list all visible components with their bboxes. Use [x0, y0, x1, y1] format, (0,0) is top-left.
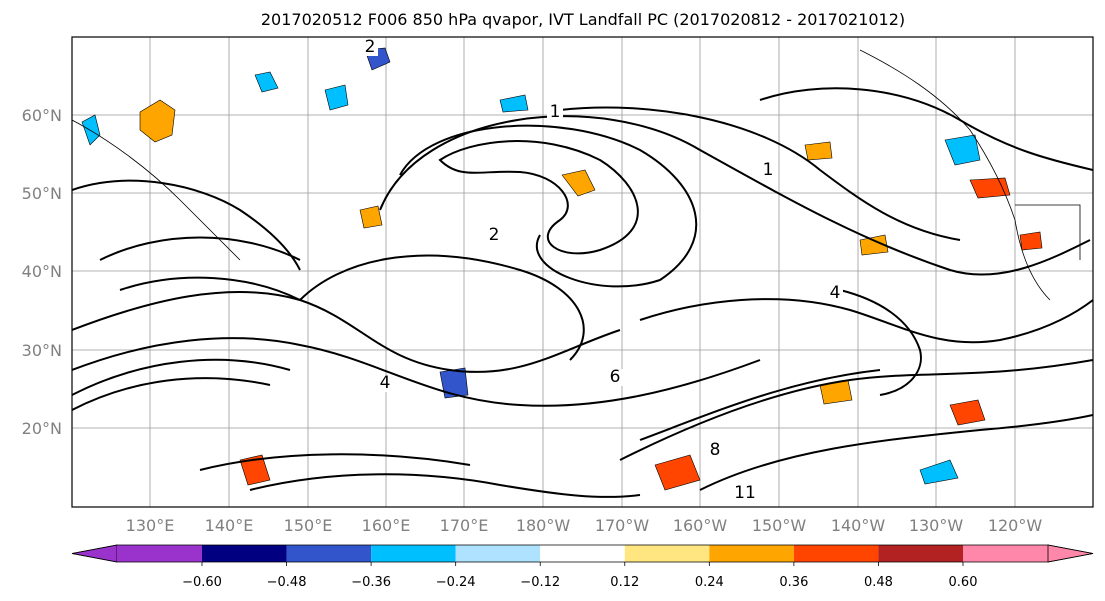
- colorbar: −0.60 −0.48 −0.36 −0.24 −0.12 0.12 0.24 0.36 0.4…: [71, 544, 1094, 590]
- colorbar-tick-label: 0.48: [864, 575, 893, 590]
- contour-label-bg: [760, 162, 776, 179]
- lat-label: 50°N: [22, 184, 62, 203]
- lon-label: 150°E: [284, 516, 333, 535]
- colorbar-tick-label: −0.36: [351, 575, 391, 590]
- contour-label-bg: [547, 104, 563, 121]
- lon-label: 140°W: [831, 516, 886, 535]
- contour-lines: [72, 87, 1093, 498]
- lon-label: 170°W: [595, 516, 650, 535]
- contour-label: 2: [489, 225, 500, 245]
- lon-label: 160°W: [673, 516, 728, 535]
- lon-label: 140°E: [205, 516, 254, 535]
- colorbar-cell: [793, 545, 879, 562]
- colorbar-cell: [540, 545, 625, 562]
- colorbar-cell: [963, 545, 1048, 562]
- colorbar-extend-high: [1047, 544, 1094, 563]
- contour-label-bg: [707, 442, 723, 459]
- lon-label: 180°W: [516, 516, 571, 535]
- colorbar-cell: [455, 545, 541, 562]
- colorbar-cell: [371, 545, 456, 562]
- lon-label: 130°E: [126, 516, 175, 535]
- anomaly-shading: [81, 47, 1043, 491]
- colorbar-tick-label: −0.60: [182, 575, 222, 590]
- contour-label: 1: [550, 102, 561, 122]
- lat-label: 30°N: [22, 341, 62, 360]
- contour-label: 11: [734, 483, 756, 503]
- contour-label-bg: [737, 485, 753, 502]
- colorbar-outline: [71, 544, 1094, 563]
- contour-label: 2: [365, 37, 376, 57]
- map-frame: [71, 36, 1094, 508]
- colorbar-tick-label: 0.12: [610, 575, 639, 590]
- contour-label: 1: [763, 160, 774, 180]
- longitude-labels: 130°E 140°E 150°E 160°E 170°E 180°W 170°W 160°W…: [126, 516, 1043, 535]
- contour-label: 4: [830, 283, 841, 303]
- colorbar-tick-label: −0.12: [520, 575, 560, 590]
- contour-label: 4: [380, 373, 391, 393]
- colorbar-cell: [709, 545, 794, 562]
- lon-label: 170°E: [440, 516, 489, 535]
- colorbar-extend-low: [71, 544, 118, 563]
- lon-label: 130°W: [909, 516, 964, 535]
- lat-label: 20°N: [22, 419, 62, 438]
- colorbar-tick-label: −0.48: [267, 575, 307, 590]
- latitude-labels: 60°N 50°N 40°N 30°N 20°N: [22, 106, 62, 438]
- lon-label: 120°W: [988, 516, 1043, 535]
- colorbar-cell: [624, 545, 710, 562]
- contour-label: 6: [610, 367, 621, 387]
- contour-label-bg: [377, 375, 393, 392]
- contour-label-bg: [486, 227, 502, 244]
- colorbar-cell: [117, 545, 202, 562]
- colorbar-cell: [286, 545, 372, 562]
- colorbar-tick-label: 0.36: [779, 575, 808, 590]
- contour-label-bg: [827, 285, 843, 302]
- lat-label: 60°N: [22, 106, 62, 125]
- colorbar-tick-label: 0.60: [949, 575, 978, 590]
- lat-label: 40°N: [22, 262, 62, 281]
- colorbar-cell: [202, 545, 287, 562]
- colorbar-tick-label: 0.24: [695, 575, 724, 590]
- lon-label: 150°W: [752, 516, 807, 535]
- contour-label-bg: [362, 39, 378, 56]
- colorbar-tick-label: −0.24: [436, 575, 476, 590]
- lon-label: 160°E: [362, 516, 411, 535]
- figure-title: 2017020512 F006 850 hPa qvapor, IVT Land…: [261, 10, 905, 29]
- colorbar-cell: [878, 545, 963, 562]
- contour-label-bg: [607, 369, 623, 386]
- coastlines: [72, 49, 1081, 301]
- contour-label: 8: [710, 440, 721, 460]
